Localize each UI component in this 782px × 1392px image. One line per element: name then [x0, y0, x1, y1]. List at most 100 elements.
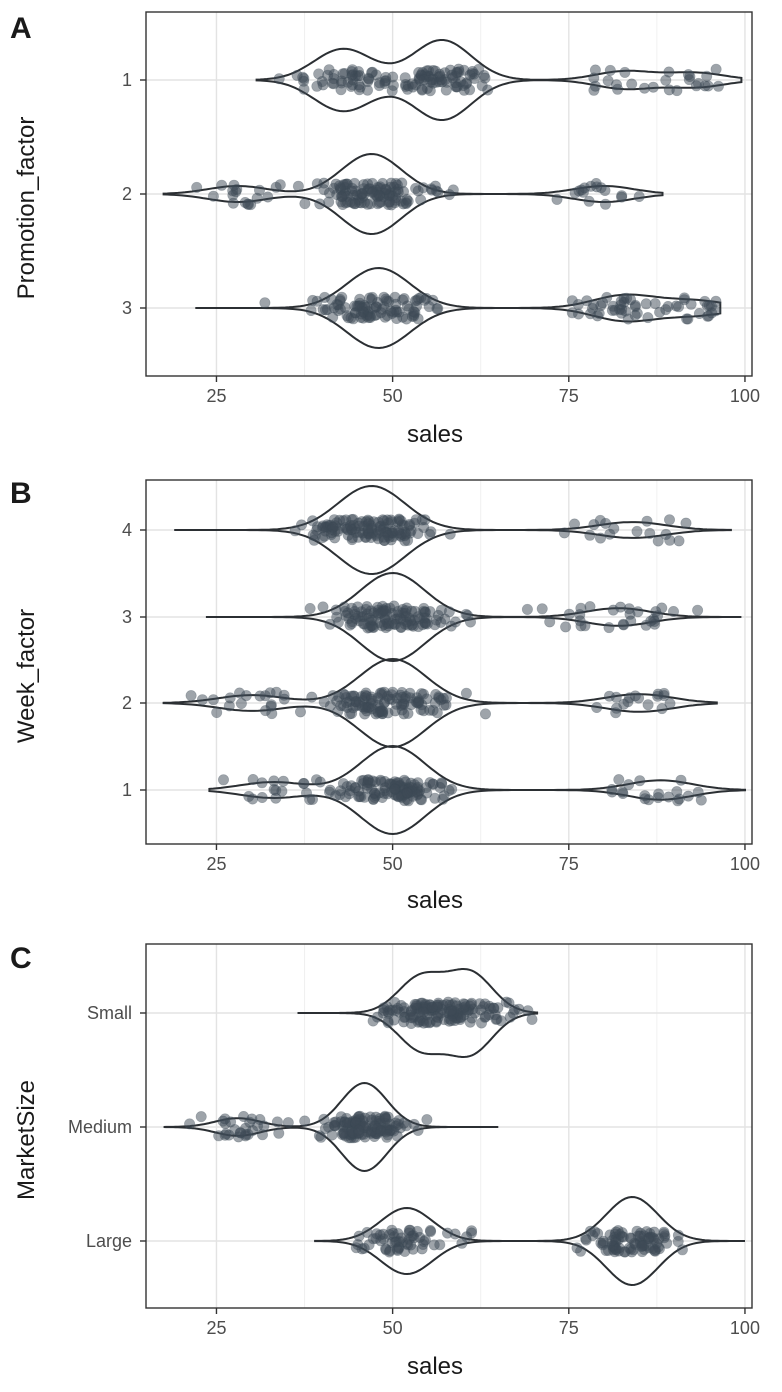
data-point: [416, 84, 428, 96]
data-point: [414, 1231, 426, 1243]
data-point: [387, 79, 399, 91]
data-point: [310, 774, 322, 786]
data-point: [424, 606, 436, 618]
data-point: [658, 687, 670, 699]
data-point: [313, 1130, 325, 1142]
data-point: [405, 1012, 417, 1024]
x-tick-label: 75: [559, 854, 579, 874]
data-point: [429, 792, 441, 804]
data-point: [603, 690, 615, 702]
data-point: [678, 292, 690, 304]
data-point: [402, 195, 414, 207]
data-point: [663, 514, 675, 526]
x-axis-title: sales: [407, 421, 463, 448]
data-point: [196, 694, 208, 706]
data-point: [544, 616, 556, 628]
data-point: [396, 691, 408, 703]
data-point: [560, 621, 572, 633]
x-tick-label: 25: [206, 386, 226, 406]
y-tick-label: 3: [122, 298, 132, 318]
data-point: [619, 66, 631, 78]
data-point: [642, 312, 654, 324]
data-point: [317, 601, 329, 613]
data-point: [247, 793, 259, 805]
data-point: [331, 695, 343, 707]
data-point: [661, 1237, 673, 1249]
data-point: [664, 534, 676, 546]
data-point: [412, 185, 424, 197]
data-point: [289, 525, 301, 537]
data-point: [441, 1227, 453, 1239]
y-tick-label: Large: [86, 1231, 132, 1251]
panel-B: B 25 50 75 100 1 2 3 4 sales Week_factor: [10, 477, 760, 914]
data-point: [334, 789, 346, 801]
data-point: [353, 699, 365, 711]
data-point: [594, 514, 606, 526]
data-point: [366, 67, 378, 79]
y-tick-label: 2: [122, 693, 132, 713]
data-point: [615, 295, 627, 307]
data-point: [372, 707, 384, 719]
data-point: [419, 514, 431, 526]
data-point: [658, 1226, 670, 1238]
data-point: [623, 779, 635, 791]
data-point: [270, 181, 282, 193]
data-point: [386, 307, 398, 319]
data-point: [385, 177, 397, 189]
x-tick-label: 50: [383, 1318, 403, 1338]
data-point: [365, 531, 377, 543]
data-point: [389, 291, 401, 303]
data-point: [682, 313, 694, 325]
data-point: [702, 80, 714, 92]
data-point: [378, 291, 390, 303]
data-point: [438, 790, 450, 802]
data-point: [682, 790, 694, 802]
data-point: [207, 190, 219, 202]
data-point: [710, 63, 722, 75]
data-point: [705, 300, 717, 312]
data-point: [599, 198, 611, 210]
data-point: [656, 602, 668, 614]
data-point: [390, 1004, 402, 1016]
data-point: [382, 1129, 394, 1141]
data-point: [392, 1118, 404, 1130]
data-point: [385, 199, 397, 211]
data-point: [631, 525, 643, 537]
data-point: [488, 1002, 500, 1014]
data-point: [603, 622, 615, 634]
data-point: [337, 68, 349, 80]
y-axis-title: Week_factor: [13, 609, 40, 743]
data-point: [460, 78, 472, 90]
data-point: [380, 605, 392, 617]
data-point: [292, 180, 304, 192]
x-tick-label: 100: [730, 854, 760, 874]
x-tick-label: 25: [206, 1318, 226, 1338]
points-Small: [367, 996, 538, 1029]
y-axis-title: Promotion_factor: [13, 117, 40, 300]
data-point: [594, 532, 606, 544]
data-point: [479, 708, 491, 720]
data-point: [639, 793, 651, 805]
data-point: [389, 705, 401, 717]
data-point: [362, 178, 374, 190]
data-point: [234, 687, 246, 699]
data-point: [282, 1117, 294, 1129]
data-point: [230, 186, 242, 198]
data-point: [676, 1244, 688, 1256]
points-Medium: [184, 1110, 433, 1144]
data-point: [693, 307, 705, 319]
data-point: [401, 787, 413, 799]
data-point: [363, 612, 375, 624]
data-point: [652, 792, 664, 804]
data-point: [581, 295, 593, 307]
data-point: [256, 1129, 268, 1141]
data-point: [324, 618, 336, 630]
data-point: [327, 521, 339, 533]
data-point: [692, 604, 704, 616]
data-point: [429, 697, 441, 709]
data-point: [606, 1235, 618, 1247]
data-point: [444, 528, 456, 540]
data-point: [585, 180, 597, 192]
data-point: [346, 707, 358, 719]
x-axis-title: sales: [407, 887, 463, 914]
